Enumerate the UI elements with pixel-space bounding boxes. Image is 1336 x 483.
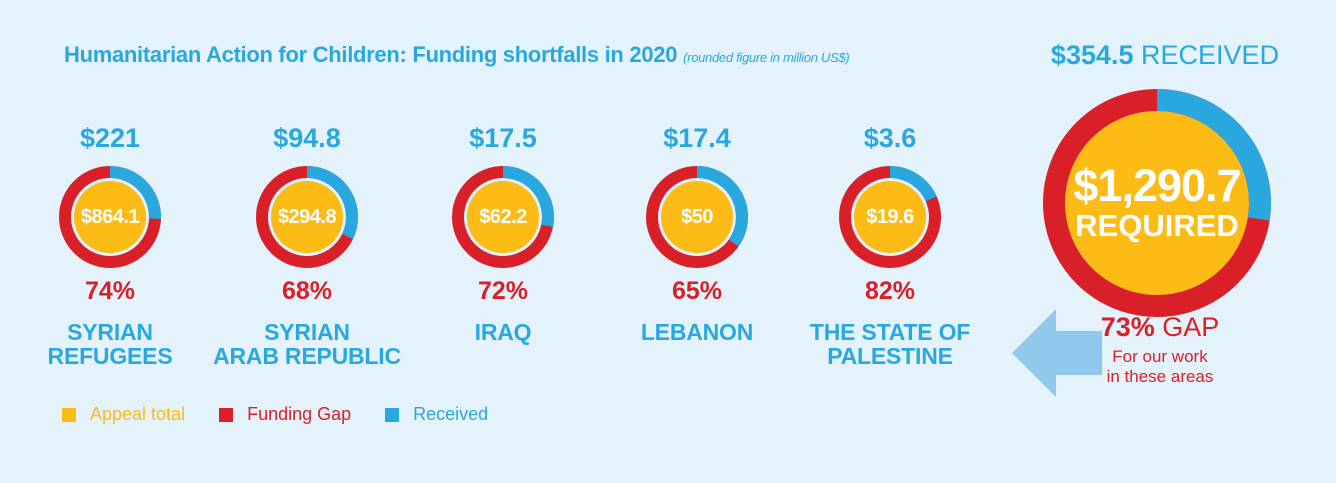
required-value: $864.1 xyxy=(80,205,140,228)
donut-svg xyxy=(59,166,161,268)
total-required-amount: $1,290.7 xyxy=(1073,160,1241,211)
total-received-word: RECEIVED xyxy=(1141,40,1280,70)
legend: Appeal total Funding Gap Received xyxy=(62,404,522,425)
gap-percent: 68% xyxy=(281,277,333,305)
donut-chart: $19.6 xyxy=(835,162,945,272)
country-name: THE STATE OF PALESTINE xyxy=(780,320,1000,368)
received-value: $17.4 xyxy=(663,123,731,153)
chart-title-text: Humanitarian Action for Children: Fundin… xyxy=(64,42,678,67)
total-appeal-fill xyxy=(1065,111,1249,295)
required-value: $19.6 xyxy=(866,205,914,228)
total-required-label: $1,290.7 REQUIRED xyxy=(1042,88,1272,318)
required-value: $294.8 xyxy=(277,205,337,228)
total-received-amount: $354.5 xyxy=(1050,40,1134,70)
gap-percent: 65% xyxy=(671,277,723,305)
chart-subtitle: (rounded figure in million US$) xyxy=(683,50,850,65)
country-name-line1: LEBANON xyxy=(640,319,754,345)
legend-item-received: Received xyxy=(385,404,488,425)
legend-label-received: Received xyxy=(413,404,489,424)
country-name: IRAQ xyxy=(393,320,613,344)
legend-label-appeal: Appeal total xyxy=(90,404,186,424)
total-gap-percent: 73% xyxy=(1100,312,1155,342)
legend-item-gap: Funding Gap xyxy=(219,404,351,425)
received-arc xyxy=(696,166,748,247)
legend-label-gap: Funding Gap xyxy=(247,404,352,424)
donut-chart: $50 xyxy=(642,162,752,272)
total-donut-svg xyxy=(1043,89,1271,317)
country-name: LEBANON xyxy=(587,320,807,344)
donut-chart: $864.1 xyxy=(55,162,165,272)
donut-svg xyxy=(646,166,748,268)
legend-item-appeal: Appeal total xyxy=(62,404,185,425)
appeal-fill xyxy=(661,181,733,253)
donut-chart: $62.2 xyxy=(448,162,558,272)
country-palestine: $3.6 $19.6 82% THE STATE OF PALESTINE xyxy=(780,120,1000,368)
received-value: $3.6 xyxy=(863,123,917,153)
total-received-arc xyxy=(1156,89,1271,221)
total-gap-title: 73% GAP xyxy=(1080,312,1240,343)
legend-swatch-gap xyxy=(219,407,234,422)
country-iraq: $17.5 $62.2 72% IRAQ xyxy=(393,120,613,344)
total-received: $354.5 RECEIVED xyxy=(1040,40,1290,71)
legend-swatch-received xyxy=(385,407,400,422)
donut-chart: $294.8 xyxy=(252,162,362,272)
total-gap: 73% GAP For our work in these areas xyxy=(1080,312,1240,387)
received-arc xyxy=(889,166,937,202)
country-name-line2: ARAB REPUBLIC xyxy=(213,343,401,369)
total-required-word: REQUIRED xyxy=(1075,208,1239,243)
appeal-fill xyxy=(854,181,926,253)
country-name-line1: IRAQ xyxy=(474,319,532,345)
country-name-line1: SYRIAN xyxy=(67,319,153,345)
donut-svg xyxy=(839,166,941,268)
country-lebanon: $17.4 $50 65% LEBANON xyxy=(587,120,807,344)
appeal-fill xyxy=(467,181,539,253)
country-name: SYRIAN ARAB REPUBLIC xyxy=(197,320,417,368)
arrow-left-icon xyxy=(1012,309,1102,397)
donut-svg xyxy=(452,166,554,268)
received-arc xyxy=(306,166,358,240)
total-gap-note: For our work in these areas xyxy=(1080,347,1240,387)
total-donut: $1,290.7 REQUIRED xyxy=(1042,88,1272,318)
received-value: $17.5 xyxy=(469,123,537,153)
received-value: $94.8 xyxy=(273,123,341,153)
country-syrian-refugees: $221 $864.1 74% SYRIAN REFUGEES xyxy=(0,120,220,368)
country-name-line2: PALESTINE xyxy=(827,343,953,369)
total-gap-word: GAP xyxy=(1162,312,1220,342)
legend-swatch-appeal xyxy=(62,407,76,422)
received-arc xyxy=(502,166,554,227)
country-name: SYRIAN REFUGEES xyxy=(0,320,220,368)
donut-svg xyxy=(256,166,358,268)
country-name-line1: SYRIAN xyxy=(264,319,350,345)
gap-percent: 82% xyxy=(864,277,916,305)
required-value: $62.2 xyxy=(479,205,527,228)
country-syrian-arab-republic: $94.8 $294.8 68% SYRIAN ARAB REPUBLIC xyxy=(197,120,417,368)
country-name-line2: REFUGEES xyxy=(47,343,173,369)
received-value: $221 xyxy=(79,123,141,153)
chart-title: Humanitarian Action for Children: Fundin… xyxy=(64,42,850,68)
country-name-line1: THE STATE OF xyxy=(809,319,971,345)
total-gap-note-line1: For our work xyxy=(1112,347,1208,366)
gap-percent: 72% xyxy=(477,277,529,305)
required-value: $50 xyxy=(681,205,713,228)
appeal-fill xyxy=(271,181,343,253)
gap-percent: 74% xyxy=(84,277,136,305)
received-arc xyxy=(109,166,161,219)
total-gap-note-line2: in these areas xyxy=(1106,367,1214,386)
appeal-fill xyxy=(74,181,146,253)
